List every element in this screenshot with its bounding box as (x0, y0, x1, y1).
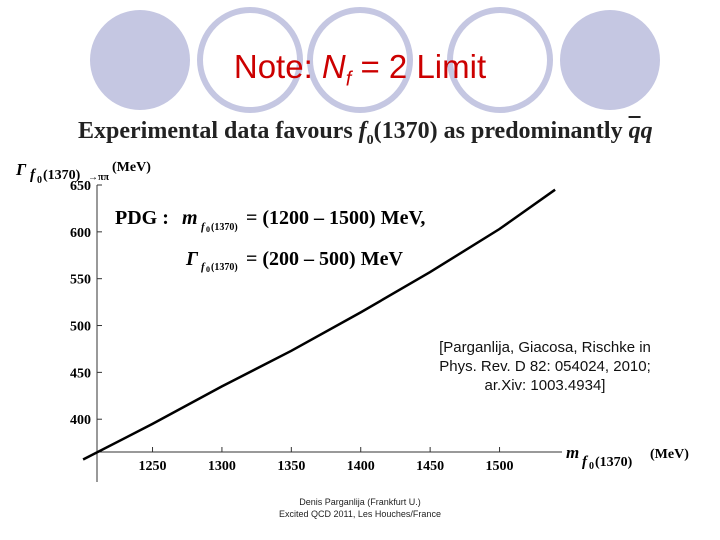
y-tick-label: 400 (70, 413, 91, 428)
svg-text:0: 0 (589, 461, 594, 472)
svg-text:f: f (582, 454, 589, 470)
y-tick-label: 550 (70, 273, 91, 288)
footer-event: Excited QCD 2011, Les Houches/France (279, 509, 441, 519)
y-tick-label: 450 (70, 366, 91, 381)
deco-circle (90, 10, 190, 110)
svg-text:f: f (201, 261, 206, 273)
x-tick-label: 1400 (347, 459, 375, 474)
svg-text:→ππ: →ππ (88, 172, 109, 183)
y-tick-label: 650 (70, 179, 91, 194)
svg-text:0: 0 (37, 175, 42, 186)
x-axis-label: m f 0 (1370) (MeV) (566, 443, 689, 472)
citation: [Parganlija, Giacosa, Rischke in Phys. R… (400, 338, 690, 395)
citation-line: [Parganlija, Giacosa, Rischke in (439, 339, 651, 356)
pdg-mass-range: = (1200 – 1500) MeV, (246, 207, 425, 229)
slide-title: Note: Nf = 2 Limit (233, 48, 487, 91)
deco-circle (447, 7, 553, 113)
svg-text:(1370): (1370) (211, 222, 238, 233)
pdg-width-range: = (200 – 500) MeV (246, 248, 403, 270)
svg-text:0: 0 (206, 225, 210, 234)
footer-author: Denis Parganlija (Frankfurt U.) (299, 497, 421, 507)
pdg-annotation: PDG : m f 0 (1370) = (1200 – 1500) MeV, … (115, 207, 425, 274)
deco-circle (197, 7, 303, 113)
x-tick-label: 1250 (139, 459, 167, 474)
svg-text:(1370): (1370) (43, 168, 81, 183)
svg-text:0: 0 (206, 265, 210, 274)
svg-text:(MeV): (MeV) (112, 160, 151, 175)
citation-line: Phys. Rev. D 82: 054024, 2010; (439, 358, 651, 375)
svg-text:(MeV): (MeV) (650, 447, 689, 462)
svg-text:f: f (30, 167, 37, 183)
x-tick-label: 1300 (208, 459, 236, 474)
x-tick-label: 1450 (416, 459, 444, 474)
y-tick-label: 600 (70, 226, 91, 241)
y-tick-label: 500 (70, 320, 91, 335)
x-tick-label: 1500 (486, 459, 514, 474)
y-axis-label: Γ f 0 (1370) →ππ (MeV) (15, 160, 151, 186)
deco-circle (560, 10, 660, 110)
slide-subtitle: Experimental data favours f0(1370) as pr… (78, 118, 653, 148)
chart: Γ f 0 (1370) →ππ (MeV) 400 450 500 550 600 65… (15, 160, 689, 482)
x-tick-label: 1350 (277, 459, 305, 474)
pdg-label: PDG : (115, 207, 169, 229)
svg-text:m: m (566, 443, 579, 462)
data-line (82, 188, 556, 461)
citation-line: ar.Xiv: 1003.4934] (484, 377, 606, 394)
footer: Denis Parganlija (Frankfurt U.) Excited … (250, 496, 470, 520)
decorative-circles (90, 7, 660, 113)
svg-text:(1370): (1370) (595, 455, 633, 470)
svg-text:m: m (182, 207, 198, 229)
svg-text:Γ: Γ (185, 248, 199, 270)
svg-text:Γ: Γ (15, 160, 27, 179)
deco-circle (307, 7, 413, 113)
svg-text:(1370): (1370) (211, 262, 238, 273)
svg-text:f: f (201, 221, 206, 233)
